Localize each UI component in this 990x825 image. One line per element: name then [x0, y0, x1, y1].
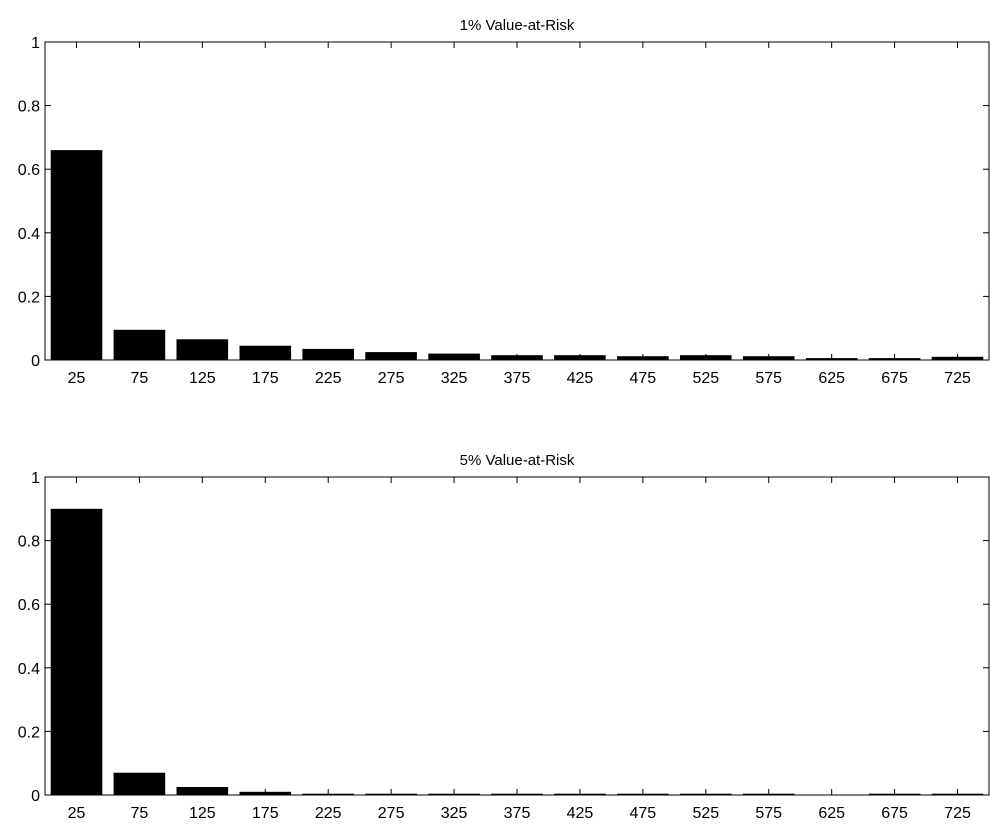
x-tick-label: 325 — [441, 805, 468, 822]
y-tick-label: 0.6 — [18, 162, 40, 179]
chart-title: 1% Value-at-Risk — [460, 17, 575, 34]
x-tick-label: 525 — [692, 370, 719, 387]
bar — [50, 508, 103, 795]
bar — [239, 345, 292, 360]
x-tick-label: 475 — [630, 805, 657, 822]
y-tick-label: 0.8 — [18, 99, 40, 116]
x-tick-label: 375 — [504, 370, 531, 387]
x-tick-label: 175 — [252, 370, 279, 387]
y-tick-label: 0.6 — [18, 597, 40, 614]
axes-frame — [44, 41, 990, 361]
x-tick-label: 675 — [881, 805, 908, 822]
x-tick-label: 475 — [630, 370, 657, 387]
x-tick-label: 175 — [252, 805, 279, 822]
chart-title: 5% Value-at-Risk — [460, 452, 575, 469]
x-tick-label: 25 — [68, 370, 86, 387]
bar — [50, 150, 103, 360]
y-tick-label: 0.4 — [18, 661, 40, 678]
x-tick-label: 275 — [378, 805, 405, 822]
y-tick-label: 0.2 — [18, 724, 40, 741]
bar — [113, 772, 166, 795]
chart-panel-5pct-var: 5% Value-at-Risk 25 75 125 175 225 275 325 375 4… — [18, 452, 990, 822]
x-tick-label: 525 — [692, 805, 719, 822]
x-tick-label: 125 — [189, 805, 216, 822]
x-tick-label: 225 — [315, 370, 342, 387]
y-tick-label: 0.4 — [18, 226, 40, 243]
bar — [176, 339, 229, 360]
x-tick-label: 575 — [755, 805, 782, 822]
x-tick-label: 725 — [944, 805, 971, 822]
y-tick-label: 0.8 — [18, 534, 40, 551]
x-tick-label: 575 — [755, 370, 782, 387]
x-tick-label: 225 — [315, 805, 342, 822]
x-tick-label: 425 — [567, 370, 594, 387]
y-tick-label: 0 — [31, 788, 40, 805]
x-tick-label: 125 — [189, 370, 216, 387]
x-tick-label: 375 — [504, 805, 531, 822]
axes-frame — [44, 476, 990, 796]
x-tick-label: 425 — [567, 805, 594, 822]
x-tick-label: 725 — [944, 370, 971, 387]
x-tick-label: 675 — [881, 370, 908, 387]
x-tick-label: 275 — [378, 370, 405, 387]
x-tick-label: 625 — [818, 370, 845, 387]
y-tick-label: 1 — [31, 35, 40, 52]
x-tick-label: 625 — [818, 805, 845, 822]
chart-panel-1pct-var: 1% Value-at-Risk 25 75 125 175 225 275 325 375 4… — [18, 17, 990, 387]
y-tick-label: 0.2 — [18, 289, 40, 306]
x-tick-label: 25 — [68, 805, 86, 822]
x-tick-label: 75 — [131, 805, 149, 822]
y-tick-label: 0 — [31, 353, 40, 370]
y-tick-label: 1 — [31, 470, 40, 487]
x-tick-label: 75 — [131, 370, 149, 387]
x-tick-label: 325 — [441, 370, 468, 387]
